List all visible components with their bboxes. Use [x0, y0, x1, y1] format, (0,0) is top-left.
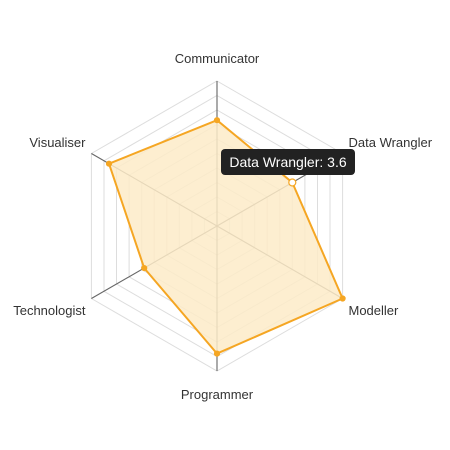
data-point-data-wrangler[interactable] [288, 178, 297, 187]
data-point-modeller[interactable] [339, 295, 346, 302]
axis-label-modeller: Modeller [349, 303, 400, 318]
axis-label-data-wrangler: Data Wrangler [349, 135, 433, 150]
axis-labels: Communicator Data Wrangler Modeller Program… [13, 51, 433, 402]
data-point-programmer[interactable] [213, 350, 221, 357]
tooltip-box [221, 149, 355, 175]
tooltip: Data Wrangler: 3.6 [221, 149, 355, 175]
axis-label-programmer: Programmer [181, 387, 254, 402]
axis-label-technologist: Technologist [13, 303, 86, 318]
data-point-visualiser[interactable] [105, 160, 113, 167]
axis-label-communicator: Communicator [175, 51, 260, 66]
data-point-technologist[interactable] [141, 265, 148, 272]
series [105, 117, 346, 357]
data-point-communicator[interactable] [213, 117, 221, 124]
axis-label-visualiser: Visualiser [29, 135, 86, 150]
tooltip-text: Data Wrangler: 3.6 [229, 154, 346, 170]
